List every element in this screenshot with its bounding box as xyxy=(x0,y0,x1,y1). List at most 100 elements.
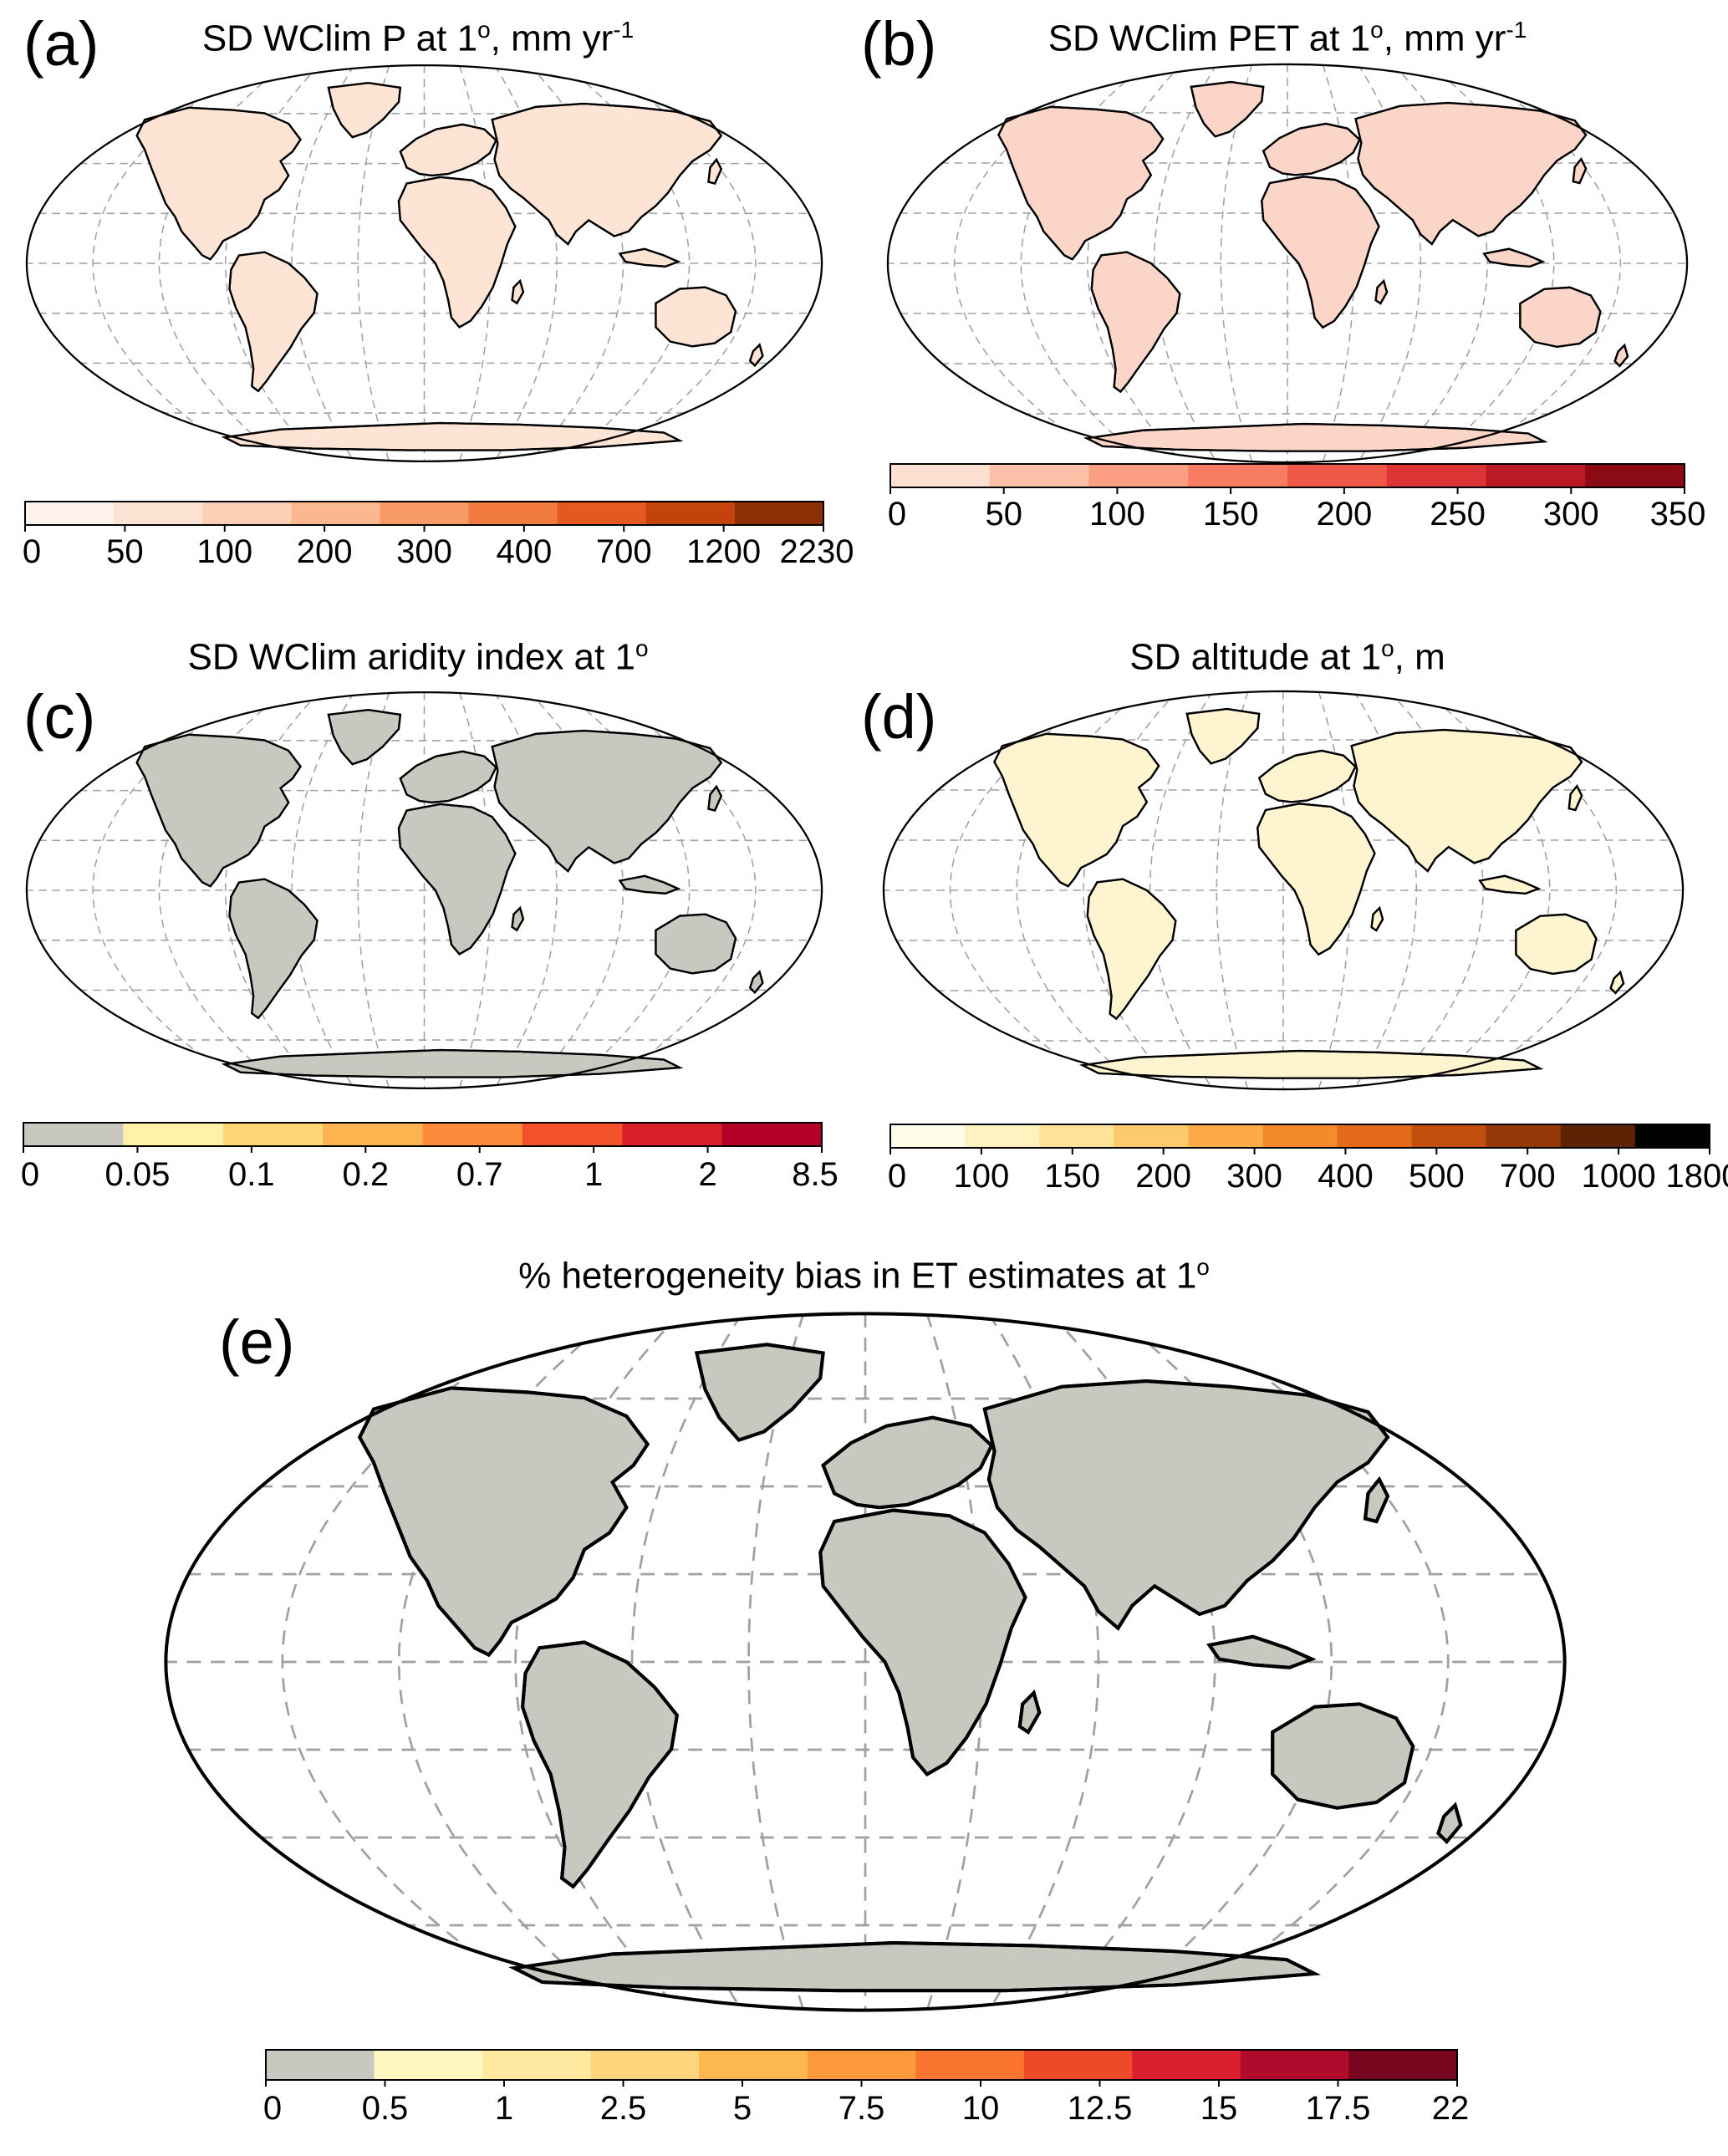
colorbar-tick-label: 5 xyxy=(732,2090,752,2127)
colorbar-tick-label: 15 xyxy=(1200,2090,1238,2127)
map-b xyxy=(886,63,1689,464)
map-border xyxy=(164,1312,1567,2012)
colorbar-swatch xyxy=(890,464,991,487)
colorbar-tick-label: 350 xyxy=(1649,496,1706,533)
panel-title-a: SD WClim P at 1o, mm yr-1 xyxy=(0,17,836,60)
map-d xyxy=(882,690,1685,1091)
colorbar-c xyxy=(23,1122,823,1153)
panel-title-c: SD WClim aridity index at 1o xyxy=(0,635,836,679)
panel-title-a-after: , mm yr xyxy=(490,18,614,59)
colorbar-tick-label: 0.2 xyxy=(342,1156,390,1193)
colorbar-swatch xyxy=(807,2050,916,2080)
colorbar-tick-label: 0.1 xyxy=(228,1156,275,1193)
colorbar-frame xyxy=(889,1124,1710,1149)
colorbar-tick-label: 0 xyxy=(263,2090,283,2127)
panel-title-b-after: , mm yr xyxy=(1383,18,1506,59)
panel-title-d: SD altitude at 1o, m xyxy=(853,635,1722,679)
colorbar-tick-label: 200 xyxy=(1135,1158,1192,1195)
colorbar-swatch xyxy=(965,1124,1040,1148)
colorbar-swatch xyxy=(1262,1124,1338,1148)
colorbar-swatch xyxy=(1585,464,1685,487)
colorbar-tick-label: 1 xyxy=(584,1156,604,1193)
map-land xyxy=(997,80,1629,452)
colorbar-tick-label: 8.5 xyxy=(792,1156,839,1193)
panel-label-e: (e) xyxy=(219,1307,295,1377)
colorbar-swatch xyxy=(1114,1124,1189,1148)
colorbar-swatch xyxy=(266,2050,375,2080)
colorbar-tick-label: 500 xyxy=(1408,1158,1465,1195)
colorbar-frame xyxy=(23,1122,823,1147)
colorbar-swatch xyxy=(645,502,736,525)
panel-title-b-main: SD WClim PET at 1 xyxy=(1048,18,1371,59)
colorbar-swatch xyxy=(1337,1124,1413,1148)
colorbar-tick-label: 1800 xyxy=(1665,1158,1728,1195)
colorbar-e xyxy=(265,2049,1458,2087)
colorbar-tick-label: 50 xyxy=(985,496,1022,533)
panel-label-c: (c) xyxy=(23,682,96,752)
colorbar-swatch xyxy=(1023,2050,1133,2080)
colorbar-swatch xyxy=(989,464,1089,487)
colorbar-swatch xyxy=(557,502,647,525)
panel-title-a-sup1: o xyxy=(477,17,491,43)
panel-title-e: % heterogeneity bias in ET estimates at … xyxy=(0,1254,1728,1297)
colorbar-tick-label: 2230 xyxy=(779,533,854,570)
map-land xyxy=(359,1344,1460,1990)
map-border xyxy=(25,64,823,462)
panel-title-e-sup1: o xyxy=(1196,1254,1210,1280)
colorbar-swatch xyxy=(323,1123,423,1146)
colorbar-swatch xyxy=(1088,464,1189,487)
colorbar-swatch xyxy=(25,502,115,525)
colorbar-swatch xyxy=(1348,2050,1458,2080)
colorbar-tick-label: 0 xyxy=(887,496,907,533)
panel-title-b: SD WClim PET at 1o, mm yr-1 xyxy=(853,17,1722,60)
colorbar-tick-label: 100 xyxy=(196,533,253,570)
colorbar-swatch xyxy=(1132,2050,1241,2080)
colorbar-tick-label: 250 xyxy=(1430,496,1486,533)
colorbar-swatch xyxy=(1188,464,1288,487)
colorbar-swatch xyxy=(380,502,470,525)
map-land xyxy=(135,82,764,451)
colorbar-b xyxy=(889,463,1685,494)
colorbar-tick-label: 0.7 xyxy=(456,1156,503,1193)
map-border xyxy=(882,690,1685,1091)
panel-title-b-sup2: -1 xyxy=(1506,17,1527,43)
colorbar-tick-label: 17.5 xyxy=(1305,2090,1371,2127)
colorbar-swatch xyxy=(222,1123,324,1146)
colorbar-swatch xyxy=(1634,1124,1710,1148)
colorbar-tick-label: 1000 xyxy=(1581,1158,1656,1195)
colorbar-tick-label: 150 xyxy=(1202,496,1259,533)
colorbar-tick-label: 22 xyxy=(1431,2090,1470,2127)
colorbar-swatch xyxy=(734,502,824,525)
colorbar-tick-label: 100 xyxy=(1089,496,1145,533)
colorbar-swatch xyxy=(114,502,203,525)
colorbar-tick-label: 200 xyxy=(296,533,353,570)
colorbar-swatch xyxy=(123,1123,224,1146)
colorbar-tick-label: 400 xyxy=(496,533,553,570)
panel-title-c-main: SD WClim aridity index at 1 xyxy=(187,636,635,678)
colorbar-swatch xyxy=(374,2050,483,2080)
colorbar-tick-label: 700 xyxy=(595,533,652,570)
colorbar-frame xyxy=(889,463,1685,488)
colorbar-swatch xyxy=(721,1123,823,1146)
colorbar-swatch xyxy=(202,502,292,525)
colorbar-swatch xyxy=(699,2050,808,2080)
panel-label-d: (d) xyxy=(861,682,937,752)
colorbar-tick-label: 0.05 xyxy=(104,1156,171,1193)
colorbar-tick-label: 100 xyxy=(953,1158,1010,1195)
panel-title-a-main: SD WClim P at 1 xyxy=(201,18,478,59)
map-land xyxy=(135,709,764,1078)
colorbar-d xyxy=(889,1124,1710,1154)
map-c xyxy=(25,691,823,1089)
colorbar-tick-label: 1 xyxy=(494,2090,514,2127)
colorbar-swatch xyxy=(1486,464,1586,487)
colorbar-tick-label: 150 xyxy=(1044,1158,1101,1195)
colorbar-swatch xyxy=(468,502,558,525)
colorbar-swatch xyxy=(422,1123,523,1146)
map-land xyxy=(993,707,1625,1079)
panel-title-d-main: SD altitude at 1 xyxy=(1129,636,1382,678)
colorbar-tick-label: 0.5 xyxy=(361,2090,409,2127)
colorbar-swatch xyxy=(1240,2050,1349,2080)
colorbar-tick-label: 0 xyxy=(887,1158,907,1195)
colorbar-swatch xyxy=(482,2050,592,2080)
colorbar-tick-label: 400 xyxy=(1318,1158,1374,1195)
